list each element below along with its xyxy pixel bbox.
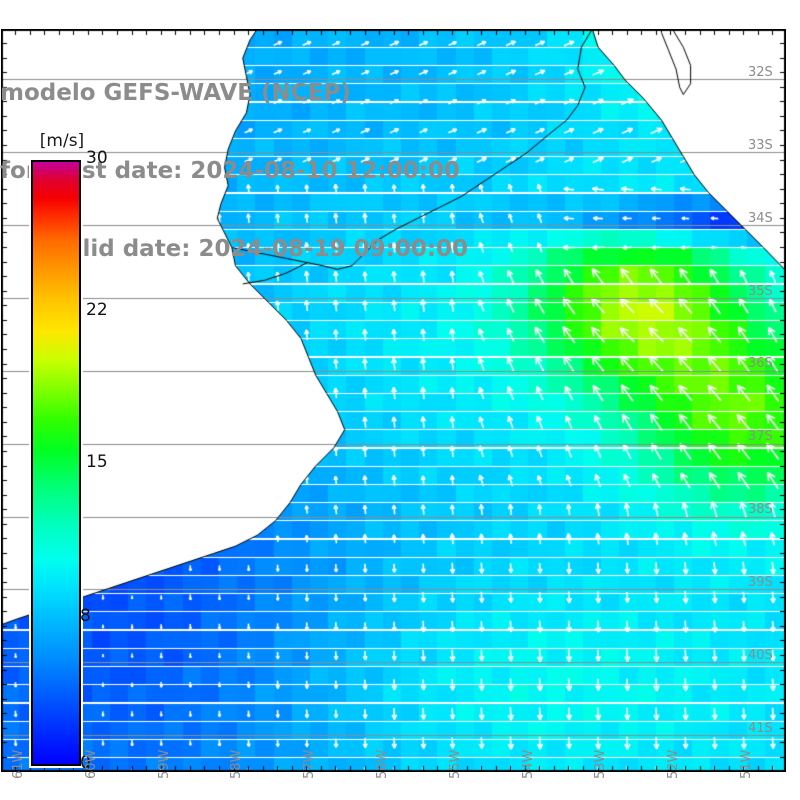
colorbar-tick-22: 22 bbox=[86, 300, 108, 320]
colorbar-tick-0: 0 bbox=[80, 753, 91, 773]
colorbar-tick-15: 15 bbox=[86, 452, 108, 472]
map-frame bbox=[1, 29, 786, 772]
colorbar-tick-8: 8 bbox=[80, 606, 91, 626]
colorbar-tick-30: 30 bbox=[86, 148, 108, 168]
colorbar-gradient bbox=[33, 162, 79, 764]
colorbar-unit-label: [m/s] bbox=[39, 131, 85, 151]
wind-speed-heatmap-canvas bbox=[1, 29, 786, 772]
colorbar-gradient-box bbox=[31, 160, 81, 766]
